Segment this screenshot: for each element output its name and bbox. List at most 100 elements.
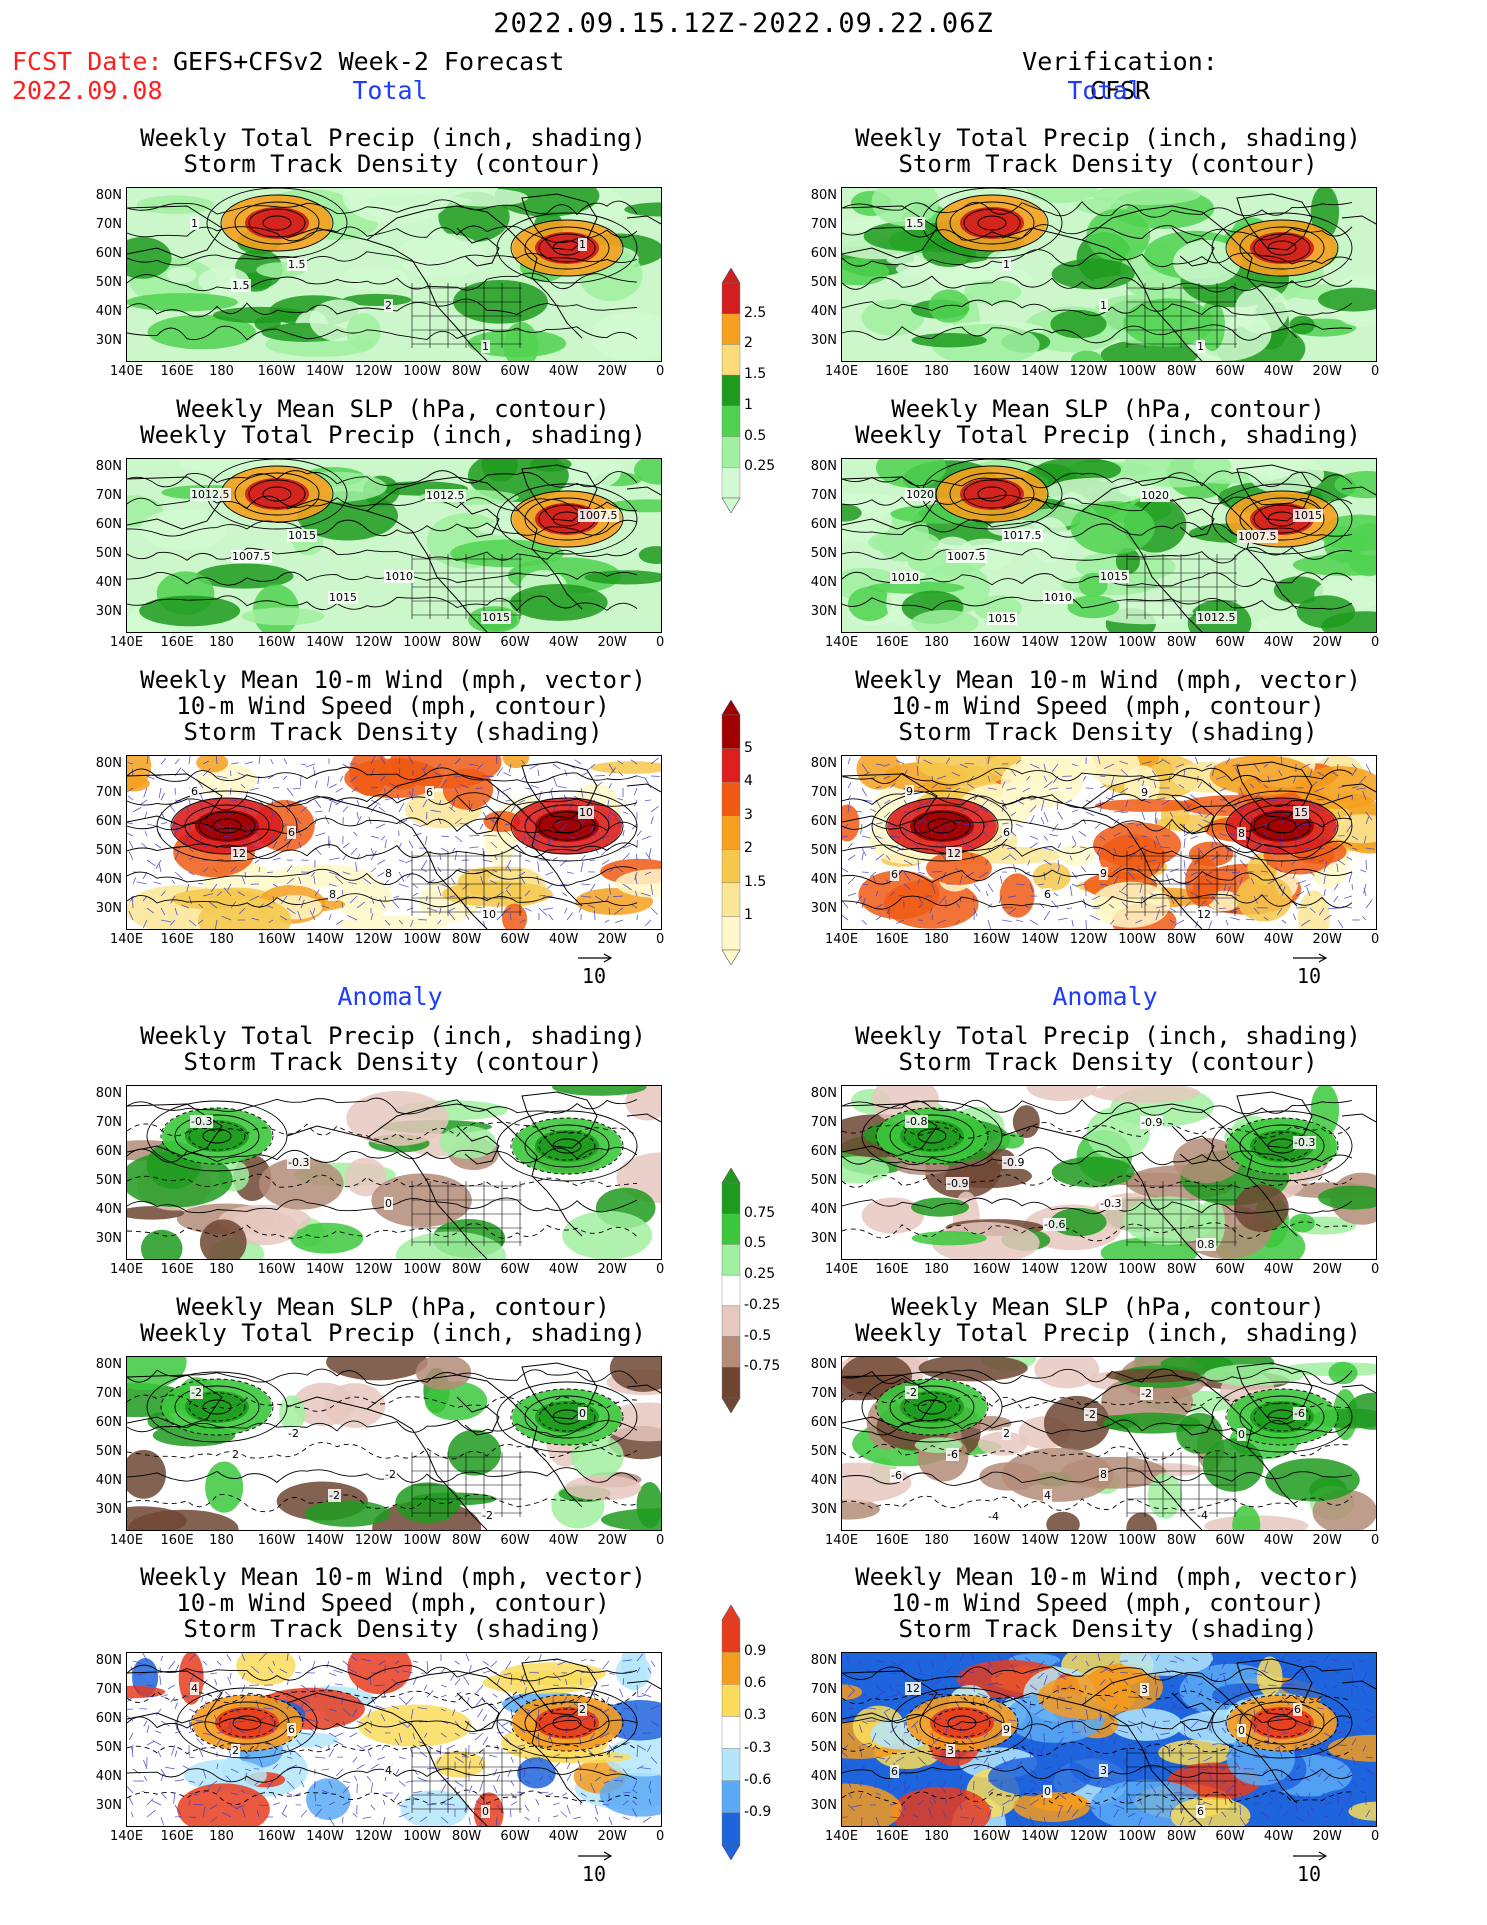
contour-label: 1 (578, 238, 587, 251)
colorbar-tick-label: -0.25 (744, 1296, 781, 1313)
longitude-tick-label: 60W (1215, 1829, 1245, 1844)
contour-label: 1 (1099, 299, 1108, 312)
contour-label: 1012.5 (1196, 611, 1237, 624)
contour-label: -0.3 (287, 1156, 311, 1169)
colorbar-tick-label: -0.6 (744, 1771, 772, 1788)
longitude-tick-label: 140E (825, 1262, 859, 1277)
latitude-tick-label: 60N (810, 246, 837, 261)
longitude-tick-label: 140E (825, 932, 859, 947)
latitude-tick-label: 60N (95, 1415, 122, 1430)
section-total-verification: Total (1067, 76, 1143, 105)
latitude-tick-label: 50N (810, 1444, 837, 1459)
contour-label: -2 (287, 1427, 300, 1440)
contour-label: -0.3 (1099, 1197, 1123, 1210)
panel-title-line: 10-m Wind Speed (mph, contour) (891, 1589, 1325, 1617)
contour-label: 9 (1099, 867, 1108, 880)
longitude-tick-label: 60W (500, 1262, 530, 1277)
longitude-tick-label: 100W (1118, 932, 1156, 947)
longitude-tick-label: 40W (1263, 932, 1294, 947)
panel-title-line: Weekly Total Precip (inch, shading) (855, 421, 1361, 449)
latitude-tick-label: 60N (810, 1415, 837, 1430)
contour-label: 8 (1099, 1468, 1108, 1481)
longitude-tick-label: 60W (1215, 635, 1245, 650)
longitude-tick-label: 160E (160, 932, 194, 947)
contour-label: 4 (190, 1682, 199, 1695)
latitude-tick-label: 40N (810, 872, 837, 887)
map-panel-vr-slp-precip: 1020 1017.5 1015 1012.5 1015 1007.5 1010 1020 10… (841, 458, 1377, 633)
panel-title-line: Storm Track Density (shading) (898, 1615, 1318, 1643)
longitude-tick-label: 60W (500, 1533, 530, 1548)
reference-vector-label: 10 (581, 1862, 607, 1886)
longitude-tick-label: 160E (875, 932, 909, 947)
latitude-tick-label: 80N (95, 756, 122, 771)
longitude-tick-label: 160W (257, 932, 296, 947)
colorbar-tick-label: -0.75 (744, 1358, 781, 1375)
colorbar-storm-anom (721, 1605, 741, 1860)
latitude-tick-label: 50N (810, 1740, 837, 1755)
contour-label: 1.5 (905, 217, 925, 230)
panel-title-line: Weekly Total Precip (inch, shading) (855, 124, 1361, 152)
contour-label: -0.9 (1140, 1116, 1164, 1129)
latitude-tick-label: 40N (95, 1769, 122, 1784)
longitude-tick-label: 180 (924, 1533, 949, 1548)
contour-label: 10 (481, 908, 497, 921)
latitude-tick-label: 70N (810, 1386, 837, 1401)
longitude-tick-label: 140E (110, 1262, 144, 1277)
section-anomaly-forecast: Anomaly (337, 982, 443, 1011)
latitude-tick-label: 30N (810, 1231, 837, 1246)
longitude-tick-label: 140E (825, 1829, 859, 1844)
panel-title-line: Storm Track Density (shading) (183, 718, 603, 746)
longitude-tick-label: 80W (1166, 364, 1197, 379)
latitude-tick-label: 60N (95, 246, 122, 261)
longitude-tick-label: 180 (209, 364, 234, 379)
latitude-tick-label: 60N (810, 814, 837, 829)
latitude-tick-label: 40N (810, 1769, 837, 1784)
latitude-tick-label: 30N (95, 1231, 122, 1246)
contour-label: 0 (578, 1407, 587, 1420)
panel-title: Weekly Total Precip (inch, shading) Storm… (838, 1023, 1378, 1075)
map-field-plot (127, 1086, 661, 1259)
contour-label: 1 (190, 217, 199, 230)
latitude-tick-label: 40N (95, 575, 122, 590)
longitude-tick-label: 60W (1215, 1533, 1245, 1548)
longitude-tick-label: 160W (972, 1829, 1011, 1844)
colorbar-tick-label: 0.6 (744, 1675, 767, 1692)
panel-title-line: Weekly Mean SLP (hPa, contour) (891, 1293, 1325, 1321)
colorbar-tick-label: 2.5 (744, 304, 767, 321)
longitude-tick-label: 40W (1263, 1533, 1294, 1548)
map-panel-fa-slp-precip: -2 -2 -2 -2 0 2 -2 (126, 1356, 662, 1531)
longitude-tick-label: 140W (1021, 635, 1059, 650)
contour-label: -0.3 (190, 1115, 214, 1128)
longitude-tick-label: 0 (1371, 1829, 1380, 1844)
latitude-tick-label: 80N (95, 459, 122, 474)
reference-vector-label: 10 (1296, 1862, 1322, 1886)
latitude-tick-label: 40N (810, 304, 837, 319)
longitude-tick-label: 80W (1166, 1829, 1197, 1844)
longitude-tick-label: 160E (160, 635, 194, 650)
contour-label: 0 (384, 1197, 393, 1210)
longitude-tick-label: 100W (1118, 1829, 1156, 1844)
contour-label: -2 (328, 1489, 341, 1502)
latitude-tick-label: 70N (95, 1682, 122, 1697)
panel-title-line: Storm Track Density (shading) (898, 718, 1318, 746)
contour-label: 1 (1196, 340, 1205, 353)
panel-title-line: Weekly Mean 10-m Wind (mph, vector) (140, 666, 646, 694)
longitude-tick-label: 140W (1021, 1533, 1059, 1548)
longitude-tick-label: 60W (500, 364, 530, 379)
longitude-tick-label: 0 (656, 932, 665, 947)
longitude-tick-label: 20W (597, 364, 627, 379)
latitude-tick-label: 60N (95, 1711, 122, 1726)
latitude-tick-label: 30N (810, 1502, 837, 1517)
contour-label: 6 (1196, 1805, 1205, 1818)
contour-label: 1020 (905, 488, 935, 501)
longitude-tick-label: 120W (354, 1829, 393, 1844)
contour-label: -2 (905, 1386, 918, 1399)
contour-label: 1.5 (287, 258, 307, 271)
longitude-tick-label: 140W (1021, 932, 1059, 947)
contour-label: 1010 (890, 571, 920, 584)
longitude-tick-label: 180 (209, 932, 234, 947)
map-panel-fc-precip-storm: 1 1.5 2 1 1 1.5 (126, 187, 662, 362)
contour-label: 1020 (1140, 489, 1170, 502)
longitude-tick-label: 0 (656, 1262, 665, 1277)
latitude-tick-label: 50N (810, 275, 837, 290)
